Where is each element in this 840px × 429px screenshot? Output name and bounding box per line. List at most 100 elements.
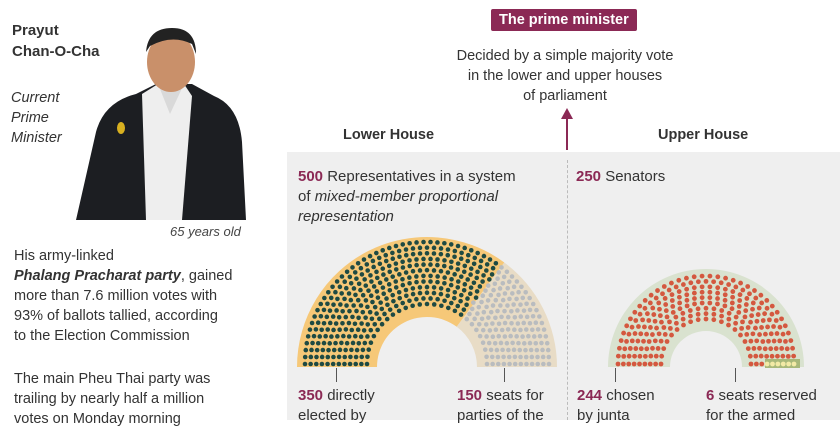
lower-seat-seg1 (407, 275, 412, 280)
lower-seat-seg1 (365, 354, 370, 360)
upper-seat-seg1 (650, 345, 655, 351)
upper-seat-seg1 (676, 277, 682, 283)
upper-seat-seg1 (743, 308, 749, 314)
lower-seat-seg2 (515, 308, 520, 313)
upper-seat-seg1 (621, 330, 627, 336)
lower-seat-seg1 (424, 245, 430, 250)
lower-seat-seg2 (518, 314, 524, 319)
upper-seat-seg1 (661, 284, 667, 289)
lower-seat-seg2 (496, 270, 502, 275)
lower-seat-seg1 (368, 293, 374, 298)
lower-seat-seg1 (393, 243, 399, 249)
upper-seat-seg1 (656, 331, 662, 337)
lower-seat-seg1 (452, 272, 457, 277)
lower-seat-seg1 (324, 314, 330, 320)
upper-seat-seg1 (738, 332, 743, 338)
lower-seat-seg1 (442, 298, 447, 304)
lower-seat-seg1 (458, 256, 464, 261)
pm-selection-description: Decided by a simple majority vote in the … (456, 48, 674, 104)
lower-seat-seg1 (315, 307, 320, 313)
lower-seat-seg1 (403, 247, 409, 252)
upper-seat-seg1 (775, 353, 780, 359)
upper-seat-seg1 (673, 284, 679, 290)
lower-seat-seg1 (468, 285, 474, 290)
lower-seat-seg1 (381, 272, 386, 277)
lower-seat-seg1 (428, 262, 433, 267)
lower-seat-seg1 (328, 295, 334, 301)
upper-seat-seg1 (759, 300, 765, 306)
lower-seat-seg2 (500, 297, 506, 303)
upper-seat-seg1 (751, 346, 757, 351)
upper-seat-seg1 (745, 325, 751, 330)
upper-house-description: 250 Senators (576, 168, 666, 185)
lower-seat-seg2 (546, 361, 552, 367)
lower-seat-seg2 (539, 340, 544, 346)
upper-seat-seg1 (653, 295, 659, 301)
lower-seat-seg1 (465, 258, 471, 264)
lower-seat-seg1 (393, 267, 399, 272)
profile-name: Prayut Chan-O-Cha (12, 22, 100, 60)
lower-seat-seg2 (543, 334, 549, 339)
lower-seat-seg2 (476, 304, 482, 310)
lower-seat-seg1 (421, 262, 426, 267)
lower-seat-seg1 (384, 316, 390, 322)
lower-seat-seg1 (330, 361, 336, 367)
lower-seat-seg2 (486, 315, 491, 320)
lower-seat-seg1 (393, 303, 399, 309)
upper-seat-seg1 (699, 295, 705, 301)
upper-seat-seg1 (635, 338, 641, 344)
lower-seat-seg1 (424, 290, 430, 296)
upper-seat-seg1 (695, 279, 701, 285)
upper-seat-seg1 (790, 345, 795, 351)
upper-seat-seg1 (659, 319, 664, 325)
lower-seat-seg1 (404, 293, 409, 299)
upper-seat-seg1 (637, 353, 643, 359)
lower-seat-seg1 (366, 288, 371, 293)
lower-seat-seg1 (390, 274, 396, 279)
upper-seat-seg1 (644, 346, 650, 352)
lower-seat-seg1 (314, 354, 319, 360)
upper-seat-seg1 (673, 314, 679, 320)
upper-seat-seg1 (773, 318, 779, 323)
upper-seat-seg1 (774, 331, 780, 336)
upper-seat-seg1 (658, 338, 664, 344)
lower-seat-seg1 (361, 257, 367, 262)
lower-seat-seg1 (417, 251, 423, 256)
lower-seat-seg1 (475, 269, 480, 275)
lower-seat-seg1 (421, 256, 426, 262)
lower-seat-seg2 (524, 301, 529, 307)
upper-seat-seg1 (699, 284, 705, 290)
lower-seat-seg1 (377, 316, 382, 322)
lower-seat-seg1 (370, 258, 376, 264)
lower-seat-seg1 (334, 279, 340, 284)
upper-seat-seg1 (715, 296, 720, 301)
lower-seat-seg1 (378, 300, 383, 305)
lower-seat-seg1 (307, 327, 313, 332)
lower-seat-seg1 (407, 263, 413, 269)
lower-seat-seg2 (517, 347, 523, 353)
lower-seat-seg1 (396, 289, 402, 295)
upper-seat-seg1 (768, 331, 774, 337)
lower-seat-seg1 (465, 277, 471, 282)
lower-seat-seg1 (462, 263, 468, 269)
upper-seat-seg1 (754, 338, 760, 344)
upper-seat-seg1 (762, 346, 768, 352)
lower-seat-seg2 (491, 287, 496, 293)
upper-seat-seg1 (632, 353, 637, 359)
lower-seat-seg1 (461, 287, 467, 293)
lower-seat-seg1 (371, 284, 377, 289)
lower-seat-seg1 (308, 361, 313, 367)
lower-seat-seg1 (367, 253, 373, 259)
lower-seat-seg2 (507, 296, 512, 302)
upper-seat-seg1 (774, 309, 780, 315)
lower-seat-seg1 (341, 333, 346, 339)
lower-seat-seg2 (488, 347, 494, 353)
upper-seat-seg1 (642, 305, 648, 311)
upper-seat-seg1 (753, 353, 759, 359)
lower-seat-seg1 (331, 302, 336, 307)
lower-seat-seg1 (471, 280, 477, 286)
lower-seat-seg1 (366, 347, 372, 352)
upper-seat-seg1 (762, 311, 768, 317)
lower-seat-seg1 (331, 327, 336, 333)
lower-seat-seg1 (365, 322, 371, 327)
